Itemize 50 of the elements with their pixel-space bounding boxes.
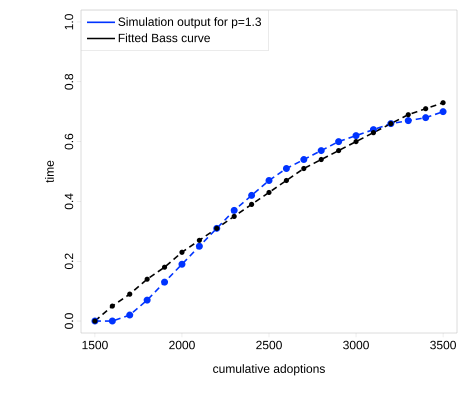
y-tick-label: 0.4 [64, 193, 74, 210]
x-axis-title: cumulative adoptions [213, 364, 325, 376]
point [196, 242, 203, 250]
point [335, 138, 342, 146]
point [440, 100, 446, 106]
point [318, 147, 325, 154]
point [266, 176, 273, 184]
point [300, 156, 308, 164]
y-tick-label: 0.2 [64, 253, 74, 270]
point [162, 264, 168, 270]
point [370, 130, 376, 136]
point [144, 296, 151, 304]
point [301, 166, 306, 172]
x-tick-label: 2000 [169, 340, 195, 350]
point [248, 192, 256, 199]
x-tick-label: 1500 [82, 340, 108, 350]
point [284, 178, 290, 184]
point [336, 148, 342, 154]
point [423, 106, 428, 112]
point [422, 114, 430, 122]
point [161, 278, 168, 286]
point [318, 156, 324, 162]
point [108, 318, 116, 325]
point [440, 108, 447, 116]
point [404, 117, 412, 124]
point [110, 303, 115, 309]
x-tick-label: 2500 [256, 340, 282, 350]
point [282, 165, 290, 172]
point [144, 276, 150, 282]
point [266, 190, 272, 196]
point [126, 312, 134, 319]
point [178, 260, 186, 268]
point [352, 132, 360, 140]
y-tick-label: 0.0 [64, 313, 74, 329]
y-tick-label: 1.0 [64, 14, 74, 30]
point [406, 112, 411, 118]
y-axis-title: time [45, 160, 54, 183]
point [248, 202, 254, 207]
x-tick-label: 3500 [430, 340, 456, 350]
point [127, 292, 132, 297]
y-tick-label: 0.6 [64, 134, 74, 150]
point [353, 138, 359, 144]
legend-label: Simulation output for p=1.3 [118, 17, 262, 28]
legend-label: Fitted Bass curve [118, 33, 210, 42]
point [196, 238, 202, 243]
point [179, 250, 185, 255]
point [232, 214, 237, 219]
point [230, 206, 238, 214]
x-tick-label: 3000 [343, 340, 369, 350]
y-tick-label: 0.8 [64, 74, 74, 90]
